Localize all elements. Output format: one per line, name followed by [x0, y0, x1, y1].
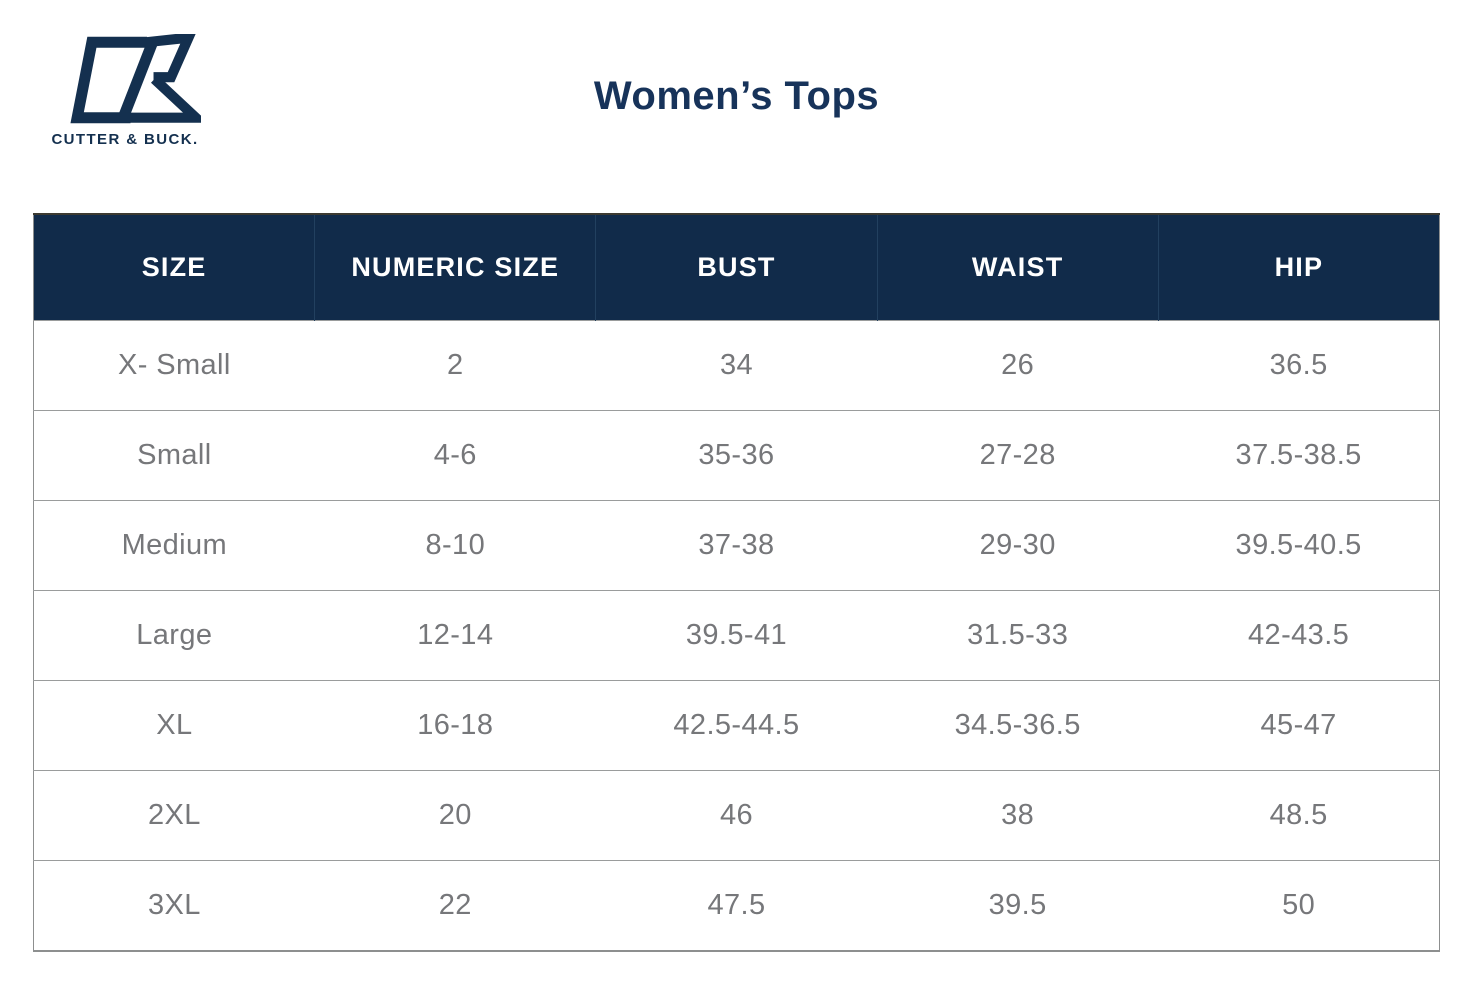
table-cell: 3XL	[33, 860, 315, 951]
table-cell: 34	[595, 320, 878, 411]
table-row: 2XL 20 46 38 48.5	[33, 770, 1440, 861]
table-cell: 2XL	[33, 770, 315, 861]
column-header-numeric-size: NUMERIC SIZE	[314, 214, 596, 321]
column-header-bust: BUST	[595, 214, 878, 321]
table-cell: 4-6	[314, 410, 596, 501]
table-cell: 16-18	[314, 680, 596, 771]
table-row: XL 16-18 42.5-44.5 34.5-36.5 45-47	[33, 680, 1440, 771]
table-row: Small 4-6 35-36 27-28 37.5-38.5	[33, 410, 1440, 501]
table-row: X- Small 2 34 26 36.5	[33, 320, 1440, 411]
table-cell: 42.5-44.5	[595, 680, 878, 771]
table-cell: 38	[877, 770, 1159, 861]
column-header-size: SIZE	[33, 214, 315, 321]
table-cell: Large	[33, 590, 315, 681]
table-cell: Small	[33, 410, 315, 501]
table-cell: 48.5	[1158, 770, 1440, 861]
brand-wordmark: CUTTER & BUCK.	[51, 131, 199, 148]
table-row: 3XL 22 47.5 39.5 50	[33, 860, 1440, 951]
table-cell: X- Small	[33, 320, 315, 411]
table-cell: 50	[1158, 860, 1440, 951]
table-cell: 22	[314, 860, 596, 951]
table-cell: 39.5-40.5	[1158, 500, 1440, 591]
table-cell: XL	[33, 680, 315, 771]
table-cell: Medium	[33, 500, 315, 591]
table-cell: 46	[595, 770, 878, 861]
table-cell: 20	[314, 770, 596, 861]
table-cell: 42-43.5	[1158, 590, 1440, 681]
table-cell: 35-36	[595, 410, 878, 501]
table-row: Large 12-14 39.5-41 31.5-33 42-43.5	[33, 590, 1440, 681]
table-cell: 36.5	[1158, 320, 1440, 411]
size-table-header: SIZE NUMERIC SIZE BUST WAIST HIP	[33, 214, 1440, 321]
table-cell: 8-10	[314, 500, 596, 591]
table-cell: 27-28	[877, 410, 1159, 501]
table-cell: 29-30	[877, 500, 1159, 591]
table-cell: 47.5	[595, 860, 878, 951]
cutter-buck-cb-monogram-icon	[70, 34, 201, 124]
table-cell: 39.5-41	[595, 590, 878, 681]
table-cell: 12-14	[314, 590, 596, 681]
table-row: Medium 8-10 37-38 29-30 39.5-40.5	[33, 500, 1440, 591]
header-row: SIZE NUMERIC SIZE BUST WAIST HIP	[33, 214, 1440, 321]
table-cell: 34.5-36.5	[877, 680, 1159, 771]
column-header-hip: HIP	[1157, 214, 1440, 321]
table-cell: 31.5-33	[877, 590, 1159, 681]
table-cell: 37.5-38.5	[1158, 410, 1440, 501]
table-cell: 39.5	[877, 860, 1159, 951]
table-cell: 26	[877, 320, 1159, 411]
size-chart-table: SIZE NUMERIC SIZE BUST WAIST HIP X- Smal…	[33, 213, 1440, 952]
page-title: Women’s Tops	[593, 74, 880, 118]
size-table-body: X- Small 2 34 26 36.5 Small 4-6 35-36 27-28 37.5-…	[33, 320, 1440, 951]
brand-logo: CUTTER & BUCK.	[46, 34, 204, 148]
table-cell: 37-38	[595, 500, 878, 591]
table-cell: 45-47	[1158, 680, 1440, 771]
table-cell: 2	[314, 320, 596, 411]
column-header-waist: WAIST	[876, 214, 1159, 321]
